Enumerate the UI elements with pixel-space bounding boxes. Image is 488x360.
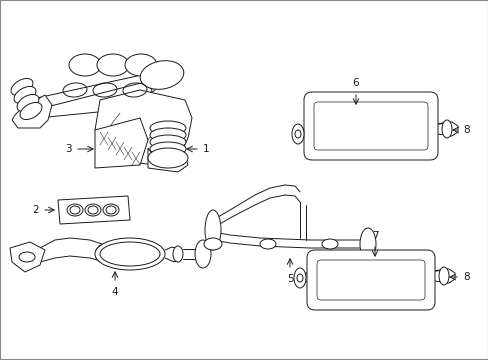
Ellipse shape	[441, 120, 451, 138]
Polygon shape	[10, 242, 45, 272]
Polygon shape	[95, 90, 192, 165]
Ellipse shape	[97, 54, 129, 76]
Text: 8: 8	[462, 272, 468, 282]
Ellipse shape	[20, 103, 42, 120]
Ellipse shape	[95, 238, 164, 270]
Ellipse shape	[69, 54, 101, 76]
Ellipse shape	[321, 239, 337, 249]
Ellipse shape	[359, 228, 375, 260]
Ellipse shape	[173, 246, 183, 262]
Ellipse shape	[438, 267, 448, 285]
Text: 3: 3	[65, 144, 72, 154]
Ellipse shape	[203, 238, 222, 250]
Polygon shape	[148, 148, 187, 172]
Text: 1: 1	[203, 144, 209, 154]
Ellipse shape	[204, 210, 221, 250]
FancyBboxPatch shape	[304, 92, 437, 160]
Ellipse shape	[150, 142, 185, 156]
Text: 4: 4	[111, 287, 118, 297]
Text: 7: 7	[371, 231, 378, 241]
Text: 8: 8	[462, 125, 468, 135]
Ellipse shape	[291, 124, 304, 144]
Text: 6: 6	[352, 78, 359, 88]
FancyBboxPatch shape	[306, 250, 434, 310]
Ellipse shape	[11, 78, 33, 95]
Polygon shape	[58, 196, 130, 224]
Ellipse shape	[17, 94, 39, 112]
Text: 2: 2	[32, 205, 39, 215]
Polygon shape	[12, 95, 52, 128]
Ellipse shape	[14, 86, 36, 104]
Ellipse shape	[150, 135, 185, 149]
Ellipse shape	[293, 268, 305, 288]
Polygon shape	[28, 72, 162, 108]
Ellipse shape	[140, 61, 183, 89]
Ellipse shape	[260, 239, 275, 249]
Ellipse shape	[150, 121, 185, 135]
Ellipse shape	[148, 148, 187, 168]
Polygon shape	[35, 82, 152, 118]
Ellipse shape	[195, 240, 210, 268]
Ellipse shape	[150, 128, 185, 142]
Ellipse shape	[125, 54, 157, 76]
Text: 5: 5	[286, 274, 293, 284]
Polygon shape	[95, 118, 148, 168]
